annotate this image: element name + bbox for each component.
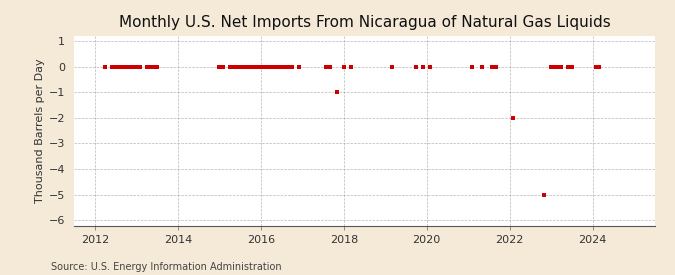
Point <box>539 192 549 197</box>
Point <box>128 64 138 69</box>
Point <box>110 64 121 69</box>
Point <box>294 64 304 69</box>
Point <box>131 64 142 69</box>
Point <box>134 64 145 69</box>
Point <box>556 64 567 69</box>
Point <box>263 64 273 69</box>
Point <box>325 64 335 69</box>
Point <box>232 64 242 69</box>
Point <box>279 64 290 69</box>
Y-axis label: Thousand Barrels per Day: Thousand Barrels per Day <box>34 58 45 203</box>
Point <box>269 64 280 69</box>
Point <box>224 64 235 69</box>
Point <box>594 64 605 69</box>
Point <box>124 64 135 69</box>
Point <box>266 64 277 69</box>
Point <box>273 64 284 69</box>
Point <box>545 64 556 69</box>
Point <box>259 64 270 69</box>
Point <box>235 64 246 69</box>
Point <box>331 90 342 94</box>
Point <box>418 64 429 69</box>
Point <box>148 64 159 69</box>
Point <box>563 64 574 69</box>
Point <box>245 64 256 69</box>
Title: Monthly U.S. Net Imports From Nicaragua of Natural Gas Liquids: Monthly U.S. Net Imports From Nicaragua … <box>119 15 610 31</box>
Point <box>286 64 297 69</box>
Point <box>491 64 502 69</box>
Point <box>566 64 577 69</box>
Point <box>100 64 111 69</box>
Point <box>387 64 398 69</box>
Point <box>487 64 497 69</box>
Point <box>425 64 435 69</box>
Point <box>549 64 560 69</box>
Point <box>248 64 259 69</box>
Point <box>142 64 153 69</box>
Point <box>553 64 564 69</box>
Point <box>214 64 225 69</box>
Point <box>466 64 477 69</box>
Point <box>255 64 266 69</box>
Point <box>117 64 128 69</box>
Point <box>276 64 287 69</box>
Point <box>217 64 228 69</box>
Point <box>145 64 156 69</box>
Point <box>227 64 238 69</box>
Point <box>591 64 601 69</box>
Point <box>338 64 349 69</box>
Point <box>107 64 117 69</box>
Point <box>238 64 249 69</box>
Point <box>114 64 125 69</box>
Point <box>477 64 487 69</box>
Point <box>321 64 332 69</box>
Text: Source: U.S. Energy Information Administration: Source: U.S. Energy Information Administ… <box>51 262 281 272</box>
Point <box>411 64 422 69</box>
Point <box>508 116 518 120</box>
Point <box>242 64 252 69</box>
Point <box>121 64 132 69</box>
Point <box>252 64 263 69</box>
Point <box>152 64 163 69</box>
Point <box>283 64 294 69</box>
Point <box>346 64 356 69</box>
